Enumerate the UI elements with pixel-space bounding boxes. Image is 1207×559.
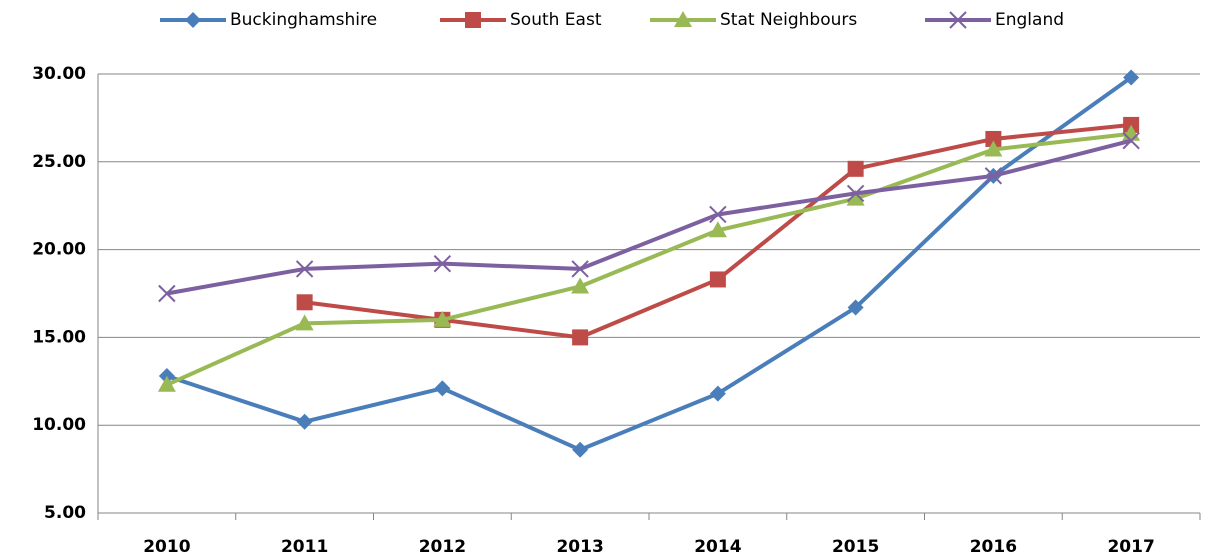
- x-tick-label: 2016: [970, 537, 1017, 557]
- marker: [708, 221, 727, 238]
- x-tick-label: 2015: [832, 537, 879, 557]
- x-tick-label: 2012: [419, 537, 466, 557]
- marker: [571, 277, 590, 294]
- y-tick-label: 30.00: [32, 64, 86, 84]
- marker: [846, 189, 865, 206]
- marker: [709, 205, 727, 224]
- marker: [984, 167, 1003, 185]
- marker: [846, 184, 865, 203]
- marker: [571, 260, 589, 278]
- x-tick-label: 2011: [281, 537, 328, 557]
- marker: [434, 380, 451, 397]
- marker: [295, 314, 314, 331]
- x-tick-label: 2014: [694, 537, 741, 557]
- marker: [985, 130, 1002, 147]
- marker: [847, 160, 864, 177]
- marker: [296, 413, 313, 430]
- y-tick-label: 15.00: [32, 327, 86, 347]
- series-line: [166, 131, 1132, 387]
- marker: [949, 11, 967, 29]
- y-tick-label: 5.00: [44, 503, 86, 523]
- marker: [572, 441, 589, 458]
- marker: [674, 11, 692, 27]
- marker: [1122, 132, 1140, 150]
- y-tick-label: 20.00: [32, 240, 86, 260]
- x-tick-label: 2010: [143, 537, 190, 557]
- marker: [984, 140, 1003, 157]
- legend-label: South East: [510, 10, 602, 30]
- marker: [465, 12, 481, 28]
- legend-label: England: [995, 10, 1064, 30]
- legend-label: Stat Neighbours: [720, 10, 857, 30]
- x-tick-label: 2017: [1107, 537, 1154, 557]
- legend-label: Buckinghamshire: [230, 10, 377, 30]
- y-tick-label: 25.00: [32, 152, 86, 172]
- marker: [296, 294, 313, 311]
- marker: [295, 260, 314, 278]
- marker: [847, 299, 864, 316]
- marker: [709, 271, 726, 288]
- marker: [158, 284, 176, 303]
- series-line: [166, 138, 1132, 296]
- marker: [157, 375, 176, 392]
- y-tick-label: 10.00: [32, 415, 86, 435]
- marker: [185, 12, 201, 28]
- marker: [433, 254, 452, 273]
- series-line: [166, 75, 1133, 452]
- marker: [1123, 69, 1140, 86]
- marker: [709, 385, 726, 402]
- x-tick-label: 2013: [556, 537, 603, 557]
- marker: [433, 310, 452, 327]
- marker: [572, 329, 589, 346]
